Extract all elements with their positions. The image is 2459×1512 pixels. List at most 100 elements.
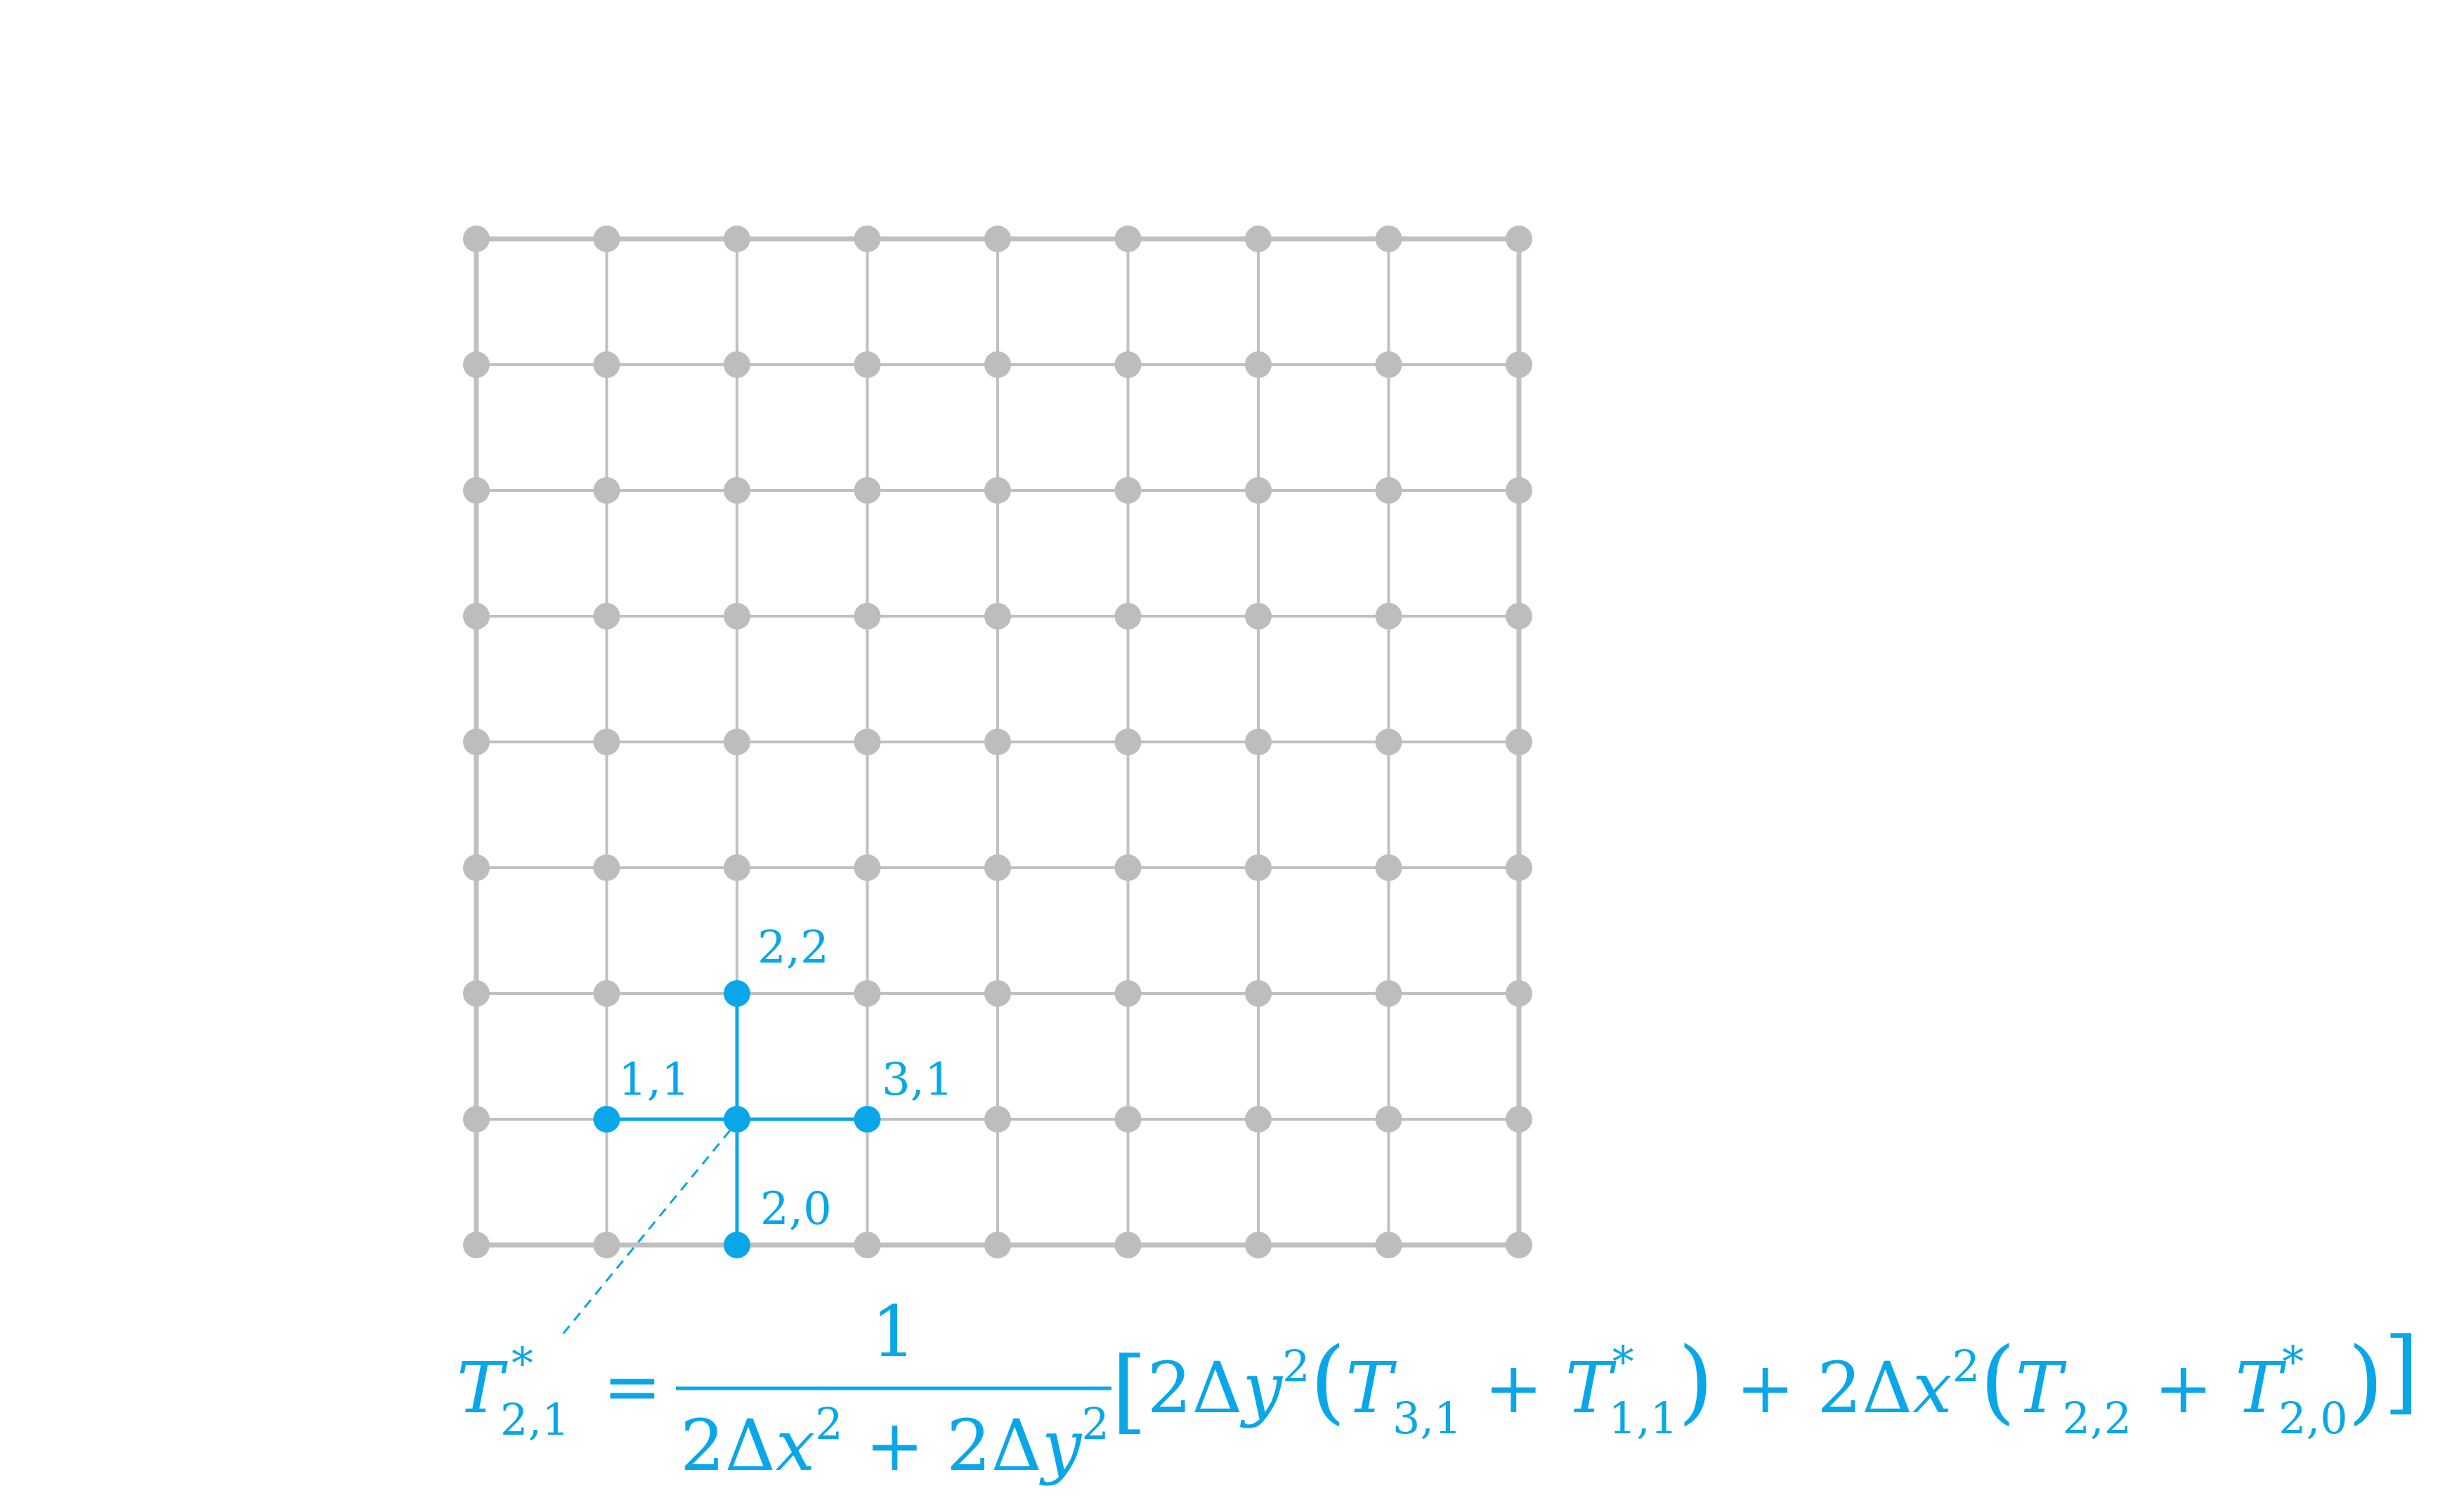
- grid-node: [463, 729, 490, 755]
- eq-lhs-symbol: T: [457, 1347, 508, 1429]
- grid-node: [984, 226, 1011, 252]
- grid-node: [1506, 1232, 1532, 1258]
- grid-node: [984, 351, 1011, 378]
- grid-node: [1245, 729, 1272, 755]
- grid-node: [593, 351, 620, 378]
- grid-node: [1506, 1106, 1532, 1133]
- grid-node: [593, 854, 620, 881]
- label-node-1-1: 1,1: [618, 1054, 690, 1106]
- grid-node: [1114, 854, 1142, 881]
- grid-node: [593, 1232, 620, 1258]
- grid-node: [1506, 351, 1532, 378]
- grid-node: [463, 1232, 490, 1258]
- grid-node: [1114, 729, 1142, 755]
- stencil-neighbor-node: [724, 980, 750, 1007]
- grid-node: [593, 603, 620, 630]
- grid-node: [724, 351, 750, 378]
- stencil-center-node: [724, 1106, 750, 1133]
- equation: T * 2,1 = 1 2Δx2 + 2Δy2 [2Δy2(T3,1 + T* 1…: [457, 1291, 2419, 1487]
- grid-node: [593, 729, 620, 755]
- grid-node: [463, 854, 490, 881]
- grid-node: [463, 980, 490, 1007]
- grid-node: [1506, 603, 1532, 630]
- grid-nodes: [463, 226, 1532, 1258]
- grid-node: [1506, 980, 1532, 1007]
- grid-node: [593, 477, 620, 504]
- grid-node: [984, 603, 1011, 630]
- grid-node: [1375, 729, 1402, 755]
- grid-node: [1245, 226, 1272, 252]
- grid-node: [1245, 603, 1272, 630]
- eq-lhs-sub: 2,1: [500, 1394, 570, 1445]
- grid-node: [1114, 980, 1142, 1007]
- grid-node: [1245, 854, 1272, 881]
- grid-node: [1506, 477, 1532, 504]
- grid-node: [854, 351, 881, 378]
- grid-node: [984, 1106, 1011, 1133]
- eq-lhs-star: *: [511, 1338, 533, 1389]
- grid-node: [463, 351, 490, 378]
- eq-equals: =: [603, 1345, 662, 1428]
- eq-numerator: 1: [871, 1291, 916, 1373]
- grid-node: [1245, 477, 1272, 504]
- grid-node: [724, 854, 750, 881]
- grid-node: [984, 729, 1011, 755]
- grid-node: [463, 477, 490, 504]
- grid-node: [1114, 603, 1142, 630]
- stencil-nodes: [593, 980, 881, 1258]
- grid-node: [724, 729, 750, 755]
- grid-node: [593, 980, 620, 1007]
- leader-line: [561, 1130, 731, 1336]
- grid-node: [1375, 854, 1402, 881]
- grid-node: [1114, 351, 1142, 378]
- grid-node: [854, 477, 881, 504]
- grid-node: [1375, 226, 1402, 252]
- grid-node: [854, 226, 881, 252]
- grid-node: [1375, 980, 1402, 1007]
- stencil-neighbor-node: [854, 1106, 881, 1133]
- stencil-neighbor-node: [724, 1232, 750, 1258]
- grid-node: [1506, 854, 1532, 881]
- grid-node: [984, 1232, 1011, 1258]
- grid-node: [854, 980, 881, 1007]
- grid-node: [724, 603, 750, 630]
- eq-bracket-expression: [2Δy2(T3,1 + T* 1,1) + 2Δx2(T2,2 + T* 2,0)…: [1111, 1317, 2419, 1444]
- eq-denominator: 2Δx2 + 2Δy2: [680, 1398, 1109, 1487]
- grid-node: [1375, 1232, 1402, 1258]
- grid-node: [854, 854, 881, 881]
- grid-node: [1245, 980, 1272, 1007]
- grid-node: [724, 226, 750, 252]
- grid-node: [724, 477, 750, 504]
- grid-node: [1245, 1106, 1272, 1133]
- label-node-3-1: 3,1: [882, 1054, 953, 1106]
- grid-node: [1114, 477, 1142, 504]
- grid-node: [1114, 1232, 1142, 1258]
- stencil-neighbor-node: [593, 1106, 620, 1133]
- grid-node: [1375, 351, 1402, 378]
- grid-node: [593, 226, 620, 252]
- grid-node: [1114, 1106, 1142, 1133]
- grid-node: [984, 477, 1011, 504]
- stencil-lines: [606, 993, 868, 1245]
- grid-node: [1245, 1232, 1272, 1258]
- grid-node: [463, 226, 490, 252]
- grid-node: [1375, 603, 1402, 630]
- grid-node: [854, 1232, 881, 1258]
- grid-node: [463, 1106, 490, 1133]
- grid-node: [1114, 226, 1142, 252]
- label-node-2-0: 2,0: [760, 1183, 832, 1235]
- grid-node: [1375, 1106, 1402, 1133]
- grid-node: [1375, 477, 1402, 504]
- grid-node: [463, 603, 490, 630]
- grid-node: [854, 603, 881, 630]
- grid-node: [854, 729, 881, 755]
- grid-node: [984, 980, 1011, 1007]
- grid-node: [1245, 351, 1272, 378]
- grid-node: [1506, 729, 1532, 755]
- grid-node: [1506, 226, 1532, 252]
- label-node-2-2: 2,2: [757, 922, 829, 974]
- grid-node: [984, 854, 1011, 881]
- eq-lhs: T: [457, 1347, 508, 1429]
